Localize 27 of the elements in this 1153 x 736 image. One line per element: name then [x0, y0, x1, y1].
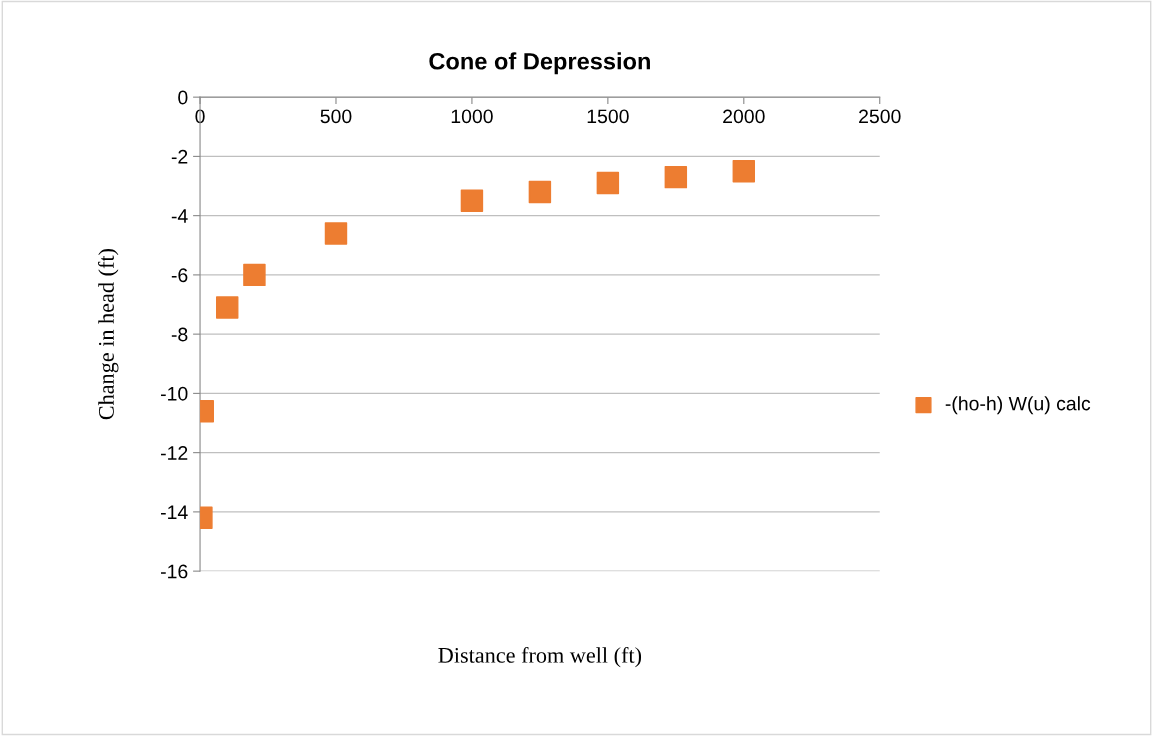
- legend-label: -(ho-h) W(u) calc: [945, 396, 1091, 415]
- chart-title: Cone of Depression: [429, 52, 650, 75]
- y-tick-label: -14: [161, 505, 188, 519]
- point: [732, 159, 756, 183]
- point: [216, 296, 239, 319]
- point: [324, 222, 348, 245]
- point: [528, 180, 552, 204]
- y-tick-label: -8: [171, 327, 188, 342]
- x-tick-label: 1500: [587, 109, 629, 124]
- y-tick-label: 0: [178, 90, 188, 105]
- y-axis-title: Change in head (ft): [98, 249, 119, 420]
- x-tick-label: 2000: [723, 109, 765, 124]
- point: [596, 171, 620, 195]
- x-tick-label: 1000: [451, 109, 493, 124]
- y-tick-label: -6: [171, 268, 188, 283]
- x-tick-label: 500: [320, 109, 352, 124]
- x-tick-label: 0: [195, 109, 205, 124]
- x-tick-label: 2500: [859, 109, 901, 124]
- y-tick-label: -4: [171, 209, 188, 223]
- point: [460, 189, 484, 213]
- point: [664, 165, 688, 189]
- y-tick-label: -16: [161, 564, 188, 579]
- y-tick-label: -2: [171, 149, 188, 164]
- y-tick-label: -12: [161, 446, 188, 460]
- y-tick-label: -10: [161, 386, 188, 401]
- x-axis-title: Distance from well (ft): [438, 646, 642, 668]
- point: [243, 263, 266, 287]
